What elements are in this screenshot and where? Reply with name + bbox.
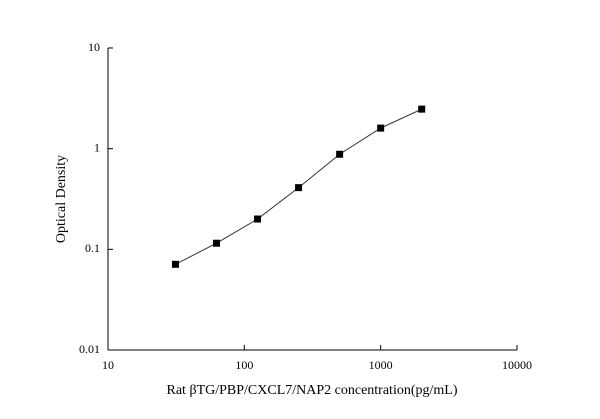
x-tick-label: 100 [235, 358, 253, 372]
marker [377, 124, 385, 132]
y-tick-label: 1 [94, 140, 100, 154]
marker [295, 184, 303, 192]
x-tick-label: 10000 [502, 358, 532, 372]
y-axis-label: Optical Density [54, 155, 69, 243]
x-axis-label: Rat βTG/PBP/CXCL7/NAP2 concentration(pg/… [167, 383, 458, 398]
marker [418, 105, 426, 113]
x-tick-label: 10 [102, 358, 114, 372]
marker [336, 150, 344, 158]
y-tick-label: 10 [88, 40, 100, 54]
marker [213, 239, 221, 247]
y-tick-label: 0.01 [79, 342, 100, 356]
marker [254, 215, 262, 223]
x-tick-label: 1000 [369, 358, 393, 372]
y-tick-label: 0.1 [85, 241, 100, 255]
marker [171, 260, 179, 268]
